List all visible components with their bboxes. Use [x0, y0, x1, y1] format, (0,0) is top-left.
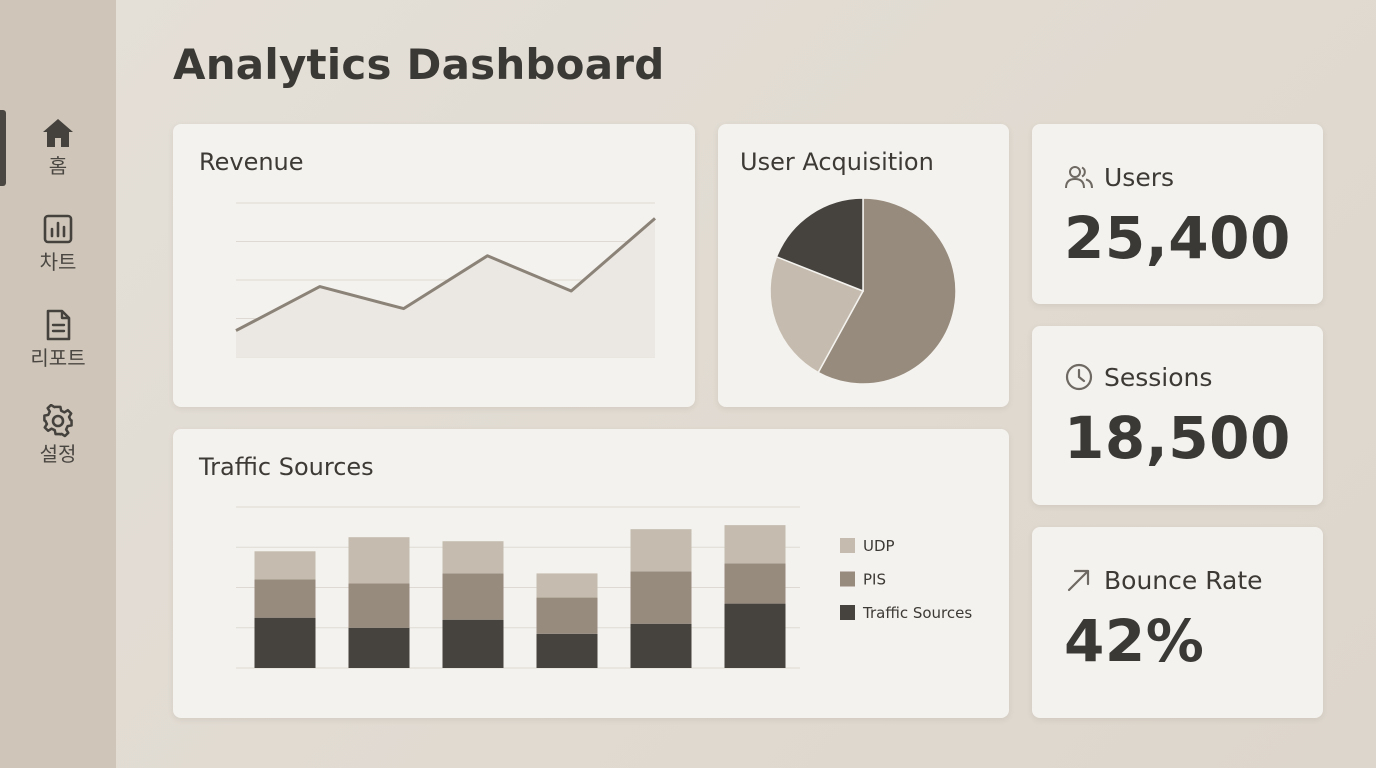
revenue-line — [235, 217, 656, 332]
sidebar-item-label: 리포트 — [30, 346, 86, 370]
bounce-rate-header: Bounce Rate — [1064, 565, 1263, 595]
traffic-bar-segment — [254, 617, 316, 668]
users-icon — [1065, 166, 1093, 189]
report-icon — [46, 309, 71, 341]
users-header: Users — [1064, 162, 1174, 192]
legend-label: UDP — [863, 537, 895, 555]
sidebar-item-chart[interactable]: 차트 — [0, 212, 116, 292]
page-title: Analytics Dashboard — [173, 40, 665, 89]
traffic-bar-segment — [724, 603, 786, 668]
sidebar-item-label: 설정 — [39, 442, 77, 466]
home-icon — [43, 119, 73, 147]
user-acquisition-chart — [769, 197, 957, 385]
sessions-value: 18,500 — [1064, 404, 1291, 472]
trend-arrow-icon — [1067, 569, 1090, 592]
sessions-label: Sessions — [1104, 362, 1213, 392]
traffic-bar-segment — [348, 583, 410, 628]
revenue-title: Revenue — [199, 148, 304, 176]
users-value: 25,400 — [1064, 204, 1291, 272]
traffic-bar-segment — [442, 619, 504, 668]
traffic-bar-segment — [630, 529, 692, 572]
revenue-area — [236, 218, 655, 357]
sessions-header: Sessions — [1064, 362, 1212, 392]
bounce-rate-value: 42% — [1064, 607, 1205, 675]
sidebar-item-label: 홈 — [48, 154, 68, 178]
sidebar-item-label: 차트 — [39, 250, 77, 274]
chart-icon — [43, 214, 73, 244]
user-acquisition-title: User Acquisition — [740, 148, 934, 176]
traffic-bar-segment — [442, 573, 504, 620]
traffic-bar-segment — [630, 623, 692, 668]
traffic-bar-segment — [348, 537, 410, 584]
sessions-card: Sessions 18,500 — [1032, 326, 1323, 505]
traffic-bar-segment — [254, 551, 316, 580]
traffic-sources-title: Traffic Sources — [199, 453, 374, 481]
gear-icon — [43, 404, 73, 438]
revenue-chart — [235, 202, 656, 358]
traffic-bar-segment — [724, 525, 786, 564]
clock-icon — [1065, 363, 1093, 391]
legend-swatch — [840, 538, 855, 553]
legend-label: PIS — [863, 571, 886, 589]
pie-slice — [769, 255, 865, 374]
traffic-bar-segment — [630, 571, 692, 624]
pie-slice — [817, 197, 957, 385]
legend-swatch — [840, 571, 855, 587]
traffic-bar-segment — [724, 563, 786, 604]
sidebar-item-report[interactable]: 리포트 — [0, 308, 116, 388]
revenue-card: Revenue — [173, 124, 695, 407]
pie-slice — [775, 197, 864, 293]
traffic-bar-segment — [536, 597, 598, 634]
traffic-bar-segment — [254, 579, 316, 618]
traffic-bar-segment — [348, 627, 410, 668]
users-card: Users 25,400 — [1032, 124, 1323, 304]
bounce-rate-label: Bounce Rate — [1104, 565, 1263, 595]
traffic-sources-chart: UDP PIS Traffic Sources — [236, 506, 972, 669]
sidebar-item-settings[interactable]: 설정 — [0, 404, 116, 484]
sidebar: 홈 차트 리포트 설정 — [0, 0, 116, 768]
traffic-sources-card: Traffic Sources UDP PIS Traffic Sources — [173, 429, 1009, 718]
user-acquisition-card: User Acquisition — [718, 124, 1009, 407]
legend-label: Traffic Sources — [862, 604, 972, 622]
traffic-bar-segment — [536, 573, 598, 598]
traffic-bar-segment — [536, 633, 598, 668]
sidebar-item-home[interactable]: 홈 — [0, 116, 116, 196]
bounce-rate-card: Bounce Rate 42% — [1032, 527, 1323, 718]
active-nav-indicator — [0, 110, 6, 186]
traffic-bar-segment — [442, 541, 504, 574]
users-label: Users — [1104, 162, 1175, 192]
legend-swatch — [840, 605, 855, 620]
